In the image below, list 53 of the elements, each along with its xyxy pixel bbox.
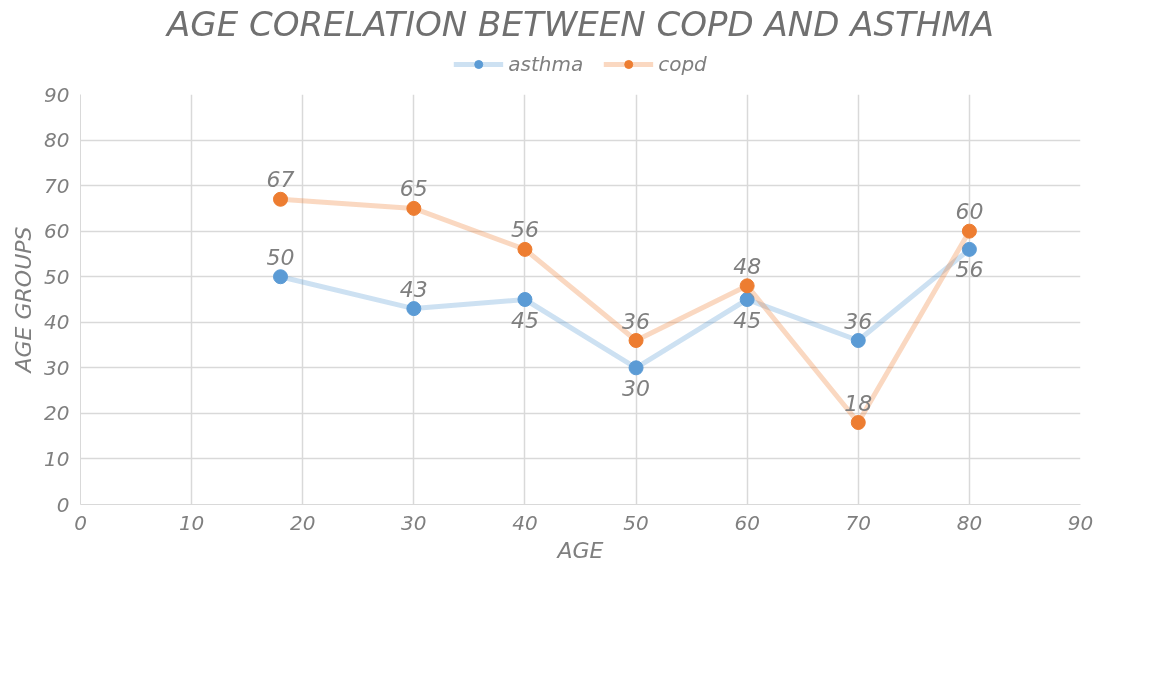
point <box>961 223 977 239</box>
point <box>961 241 977 257</box>
x-tick-label: 60 <box>734 510 760 535</box>
x-tick-label: 30 <box>401 510 427 535</box>
x-tick-label: 90 <box>1067 510 1094 535</box>
y-tick-label: 70 <box>44 173 70 198</box>
point <box>406 301 422 317</box>
data-label: 48 <box>733 253 762 279</box>
data-label: 30 <box>622 375 651 401</box>
data-label: 56 <box>510 217 539 243</box>
data-label: 36 <box>844 308 873 334</box>
x-tick-label: 0 <box>74 510 87 535</box>
point <box>517 241 533 257</box>
y-tick-label: 40 <box>44 310 70 335</box>
data-label: 50 <box>266 244 295 270</box>
x-tick-label: 40 <box>512 510 538 535</box>
y-tick-label: 30 <box>44 355 70 380</box>
legend-label: copd <box>658 52 707 76</box>
y-tick-label: 0 <box>56 492 70 517</box>
legend-label: asthma <box>508 52 584 76</box>
point <box>628 360 644 376</box>
x-tick-label: 20 <box>290 510 316 535</box>
y-tick-label: 90 <box>44 82 70 107</box>
y-tick-label: 50 <box>44 264 70 289</box>
data-label: 56 <box>955 257 984 283</box>
data-label: 60 <box>955 199 984 225</box>
x-tick-label: 10 <box>178 510 205 535</box>
data-label: 36 <box>622 308 651 334</box>
data-label: 43 <box>399 276 428 302</box>
point <box>739 278 755 294</box>
y-axis-title: AGE GROUPS <box>11 226 37 375</box>
x-tick-label: 50 <box>623 510 649 535</box>
point <box>850 415 866 430</box>
y-tick-label: 80 <box>44 128 70 153</box>
point <box>739 292 755 307</box>
data-label: 65 <box>399 176 428 202</box>
chart-title: AGE CORELATION BETWEEN COPD AND ASTHMA <box>165 3 994 44</box>
point <box>273 191 288 207</box>
point <box>850 333 866 348</box>
point <box>406 200 422 216</box>
point <box>628 333 644 348</box>
x-tick-label: 70 <box>845 510 872 535</box>
y-tick-label: 10 <box>44 446 70 471</box>
data-label: 45 <box>733 307 762 333</box>
data-label: 67 <box>266 167 295 193</box>
point <box>517 292 533 307</box>
point <box>273 269 288 285</box>
data-label: 45 <box>510 307 539 333</box>
x-axis-title: AGE <box>555 537 604 563</box>
x-tick-label: 80 <box>956 510 983 535</box>
y-tick-label: 60 <box>44 219 70 244</box>
data-label: 18 <box>844 390 873 416</box>
y-tick-label: 20 <box>44 401 70 426</box>
